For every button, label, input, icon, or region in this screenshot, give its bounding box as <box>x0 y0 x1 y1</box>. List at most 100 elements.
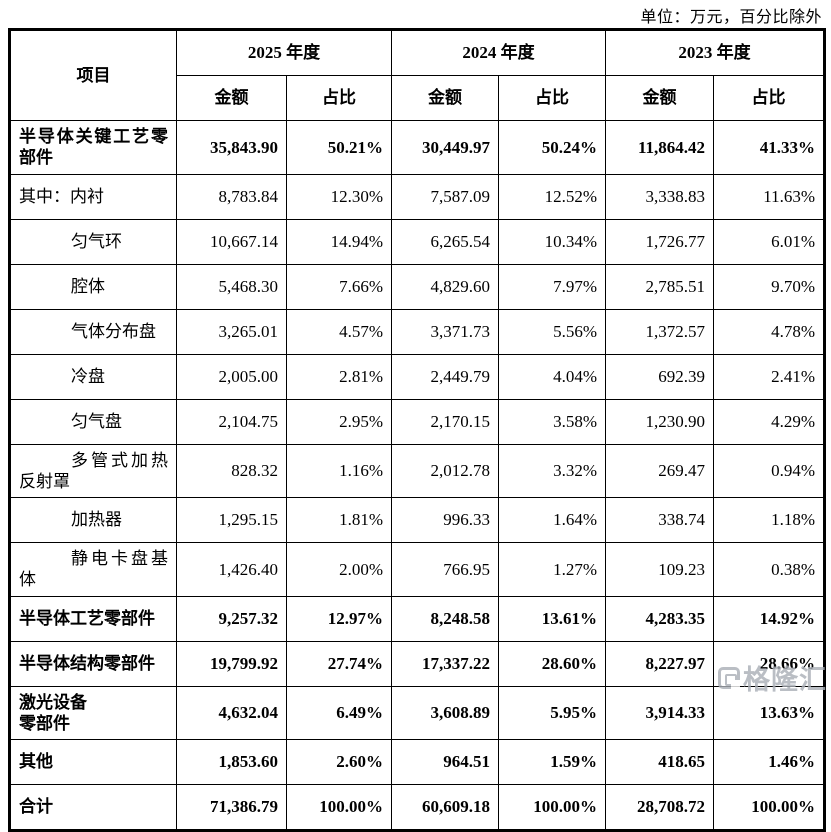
row-label: 冷盘 <box>9 353 177 400</box>
table-row: 冷盘 2,005.00 2.81% 2,449.79 4.04% 692.39 2.41% <box>9 353 825 400</box>
table-row: 腔体 5,468.30 7.66% 4,829.60 7.97% 2,785.51 9.70… <box>9 263 825 310</box>
amount-header-2024: 金额 <box>391 75 499 121</box>
amount-cell: 2,012.78 <box>391 443 499 498</box>
ratio-cell: 2.95% <box>286 398 392 445</box>
amount-cell: 11,864.42 <box>605 120 714 175</box>
ratio-cell: 4.04% <box>498 353 606 400</box>
year-header-2025: 2025 年度 <box>176 29 392 76</box>
unit-note: 单位：万元，百分比除外 <box>640 9 822 26</box>
table-header: 项目 2025 年度 2024 年度 2023 年度 金额 占比 金额 占比 金… <box>9 29 825 121</box>
amount-cell: 10,667.14 <box>176 218 287 265</box>
revenue-breakdown-table: 项目 2025 年度 2024 年度 2023 年度 金额 占比 金额 占比 金… <box>8 28 826 832</box>
ratio-cell: 11.63% <box>713 173 825 220</box>
amount-cell: 1,295.15 <box>176 497 287 543</box>
row-label: 气体分布盘 <box>9 308 177 355</box>
amount-cell: 3,914.33 <box>605 685 714 740</box>
amount-cell: 28,708.72 <box>605 784 714 831</box>
ratio-header-2025: 占比 <box>286 75 392 121</box>
ratio-cell: 100.00% <box>286 784 392 831</box>
row-label: 加热器 <box>9 497 177 543</box>
ratio-cell: 14.94% <box>286 218 392 265</box>
table-row: 加热器 1,295.15 1.81% 996.33 1.64% 338.74 1.18% <box>9 497 825 543</box>
amount-cell: 964.51 <box>391 739 499 785</box>
ratio-cell: 28.66% <box>713 640 825 687</box>
amount-cell: 60,609.18 <box>391 784 499 831</box>
table-row: 多管式加热反射罩 828.32 1.16% 2,012.78 3.32% 269.47 0.… <box>9 443 825 498</box>
row-label: 多管式加热反射罩 <box>9 443 177 498</box>
amount-cell: 3,338.83 <box>605 173 714 220</box>
ratio-cell: 4.29% <box>713 398 825 445</box>
table-row: 其中：内衬 8,783.84 12.30% 7,587.09 12.52% 3,338.8… <box>9 173 825 220</box>
ratio-cell: 10.34% <box>498 218 606 265</box>
table-row: 激光设备 零部件 4,632.04 6.49% 3,608.89 5.95% 3,914.… <box>9 685 825 740</box>
ratio-cell: 12.52% <box>498 173 606 220</box>
ratio-cell: 13.63% <box>713 685 825 740</box>
amount-header-2023: 金额 <box>605 75 714 121</box>
amount-cell: 30,449.97 <box>391 120 499 175</box>
amount-cell: 766.95 <box>391 542 499 597</box>
ratio-cell: 2.60% <box>286 739 392 785</box>
table-row: 匀气环 10,667.14 14.94% 6,265.54 10.34% 1,726.77… <box>9 218 825 265</box>
amount-cell: 338.74 <box>605 497 714 543</box>
amount-cell: 3,371.73 <box>391 308 499 355</box>
ratio-cell: 1.81% <box>286 497 392 543</box>
row-label: 半导体关键工艺零部件 <box>9 120 177 175</box>
table-row: 匀气盘 2,104.75 2.95% 2,170.15 3.58% 1,230.90 4.2… <box>9 398 825 445</box>
ratio-cell: 4.78% <box>713 308 825 355</box>
ratio-cell: 4.57% <box>286 308 392 355</box>
ratio-cell: 28.60% <box>498 640 606 687</box>
table-row: 静电卡盘基体 1,426.40 2.00% 766.95 1.27% 109.23 0.38… <box>9 542 825 597</box>
year-header-2023: 2023 年度 <box>605 29 825 76</box>
ratio-cell: 5.95% <box>498 685 606 740</box>
amount-cell: 2,104.75 <box>176 398 287 445</box>
ratio-header-2024: 占比 <box>498 75 606 121</box>
row-label: 激光设备 零部件 <box>9 685 177 740</box>
amount-cell: 2,005.00 <box>176 353 287 400</box>
amount-cell: 2,170.15 <box>391 398 499 445</box>
amount-cell: 71,386.79 <box>176 784 287 831</box>
amount-cell: 17,337.22 <box>391 640 499 687</box>
row-label: 其他 <box>9 739 177 785</box>
ratio-cell: 2.00% <box>286 542 392 597</box>
table-row: 半导体工艺零部件 9,257.32 12.97% 8,248.58 13.61% 4,28… <box>9 595 825 642</box>
table-body: 半导体关键工艺零部件 35,843.90 50.21% 30,449.97 50.24%… <box>9 120 825 831</box>
amount-cell: 4,283.35 <box>605 595 714 642</box>
row-label: 半导体结构零部件 <box>9 640 177 687</box>
amount-cell: 692.39 <box>605 353 714 400</box>
table-row: 其他 1,853.60 2.60% 964.51 1.59% 418.65 1.46% <box>9 739 825 785</box>
amount-cell: 3,265.01 <box>176 308 287 355</box>
amount-cell: 19,799.92 <box>176 640 287 687</box>
amount-cell: 2,449.79 <box>391 353 499 400</box>
amount-cell: 109.23 <box>605 542 714 597</box>
ratio-cell: 12.97% <box>286 595 392 642</box>
ratio-cell: 41.33% <box>713 120 825 175</box>
ratio-cell: 1.64% <box>498 497 606 543</box>
amount-cell: 3,608.89 <box>391 685 499 740</box>
ratio-cell: 0.38% <box>713 542 825 597</box>
row-label: 其中：内衬 <box>9 173 177 220</box>
ratio-cell: 100.00% <box>713 784 825 831</box>
ratio-cell: 3.58% <box>498 398 606 445</box>
ratio-header-2023: 占比 <box>713 75 825 121</box>
amount-cell: 996.33 <box>391 497 499 543</box>
row-label: 匀气环 <box>9 218 177 265</box>
ratio-cell: 2.81% <box>286 353 392 400</box>
amount-cell: 1,426.40 <box>176 542 287 597</box>
ratio-cell: 5.56% <box>498 308 606 355</box>
amount-cell: 1,726.77 <box>605 218 714 265</box>
row-label: 半导体工艺零部件 <box>9 595 177 642</box>
ratio-cell: 1.27% <box>498 542 606 597</box>
amount-cell: 1,853.60 <box>176 739 287 785</box>
amount-cell: 2,785.51 <box>605 263 714 310</box>
ratio-cell: 50.21% <box>286 120 392 175</box>
row-label: 静电卡盘基体 <box>9 542 177 597</box>
header-row-subcolumns: 金额 占比 金额 占比 金额 占比 <box>10 75 825 121</box>
table-row: 半导体结构零部件 19,799.92 27.74% 17,337.22 28.60% 8,… <box>9 640 825 687</box>
ratio-cell: 3.32% <box>498 443 606 498</box>
amount-cell: 8,783.84 <box>176 173 287 220</box>
ratio-cell: 7.97% <box>498 263 606 310</box>
amount-cell: 8,227.97 <box>605 640 714 687</box>
ratio-cell: 14.92% <box>713 595 825 642</box>
amount-cell: 9,257.32 <box>176 595 287 642</box>
table-row: 合计 71,386.79 100.00% 60,609.18 100.00% 28,708… <box>9 784 825 831</box>
